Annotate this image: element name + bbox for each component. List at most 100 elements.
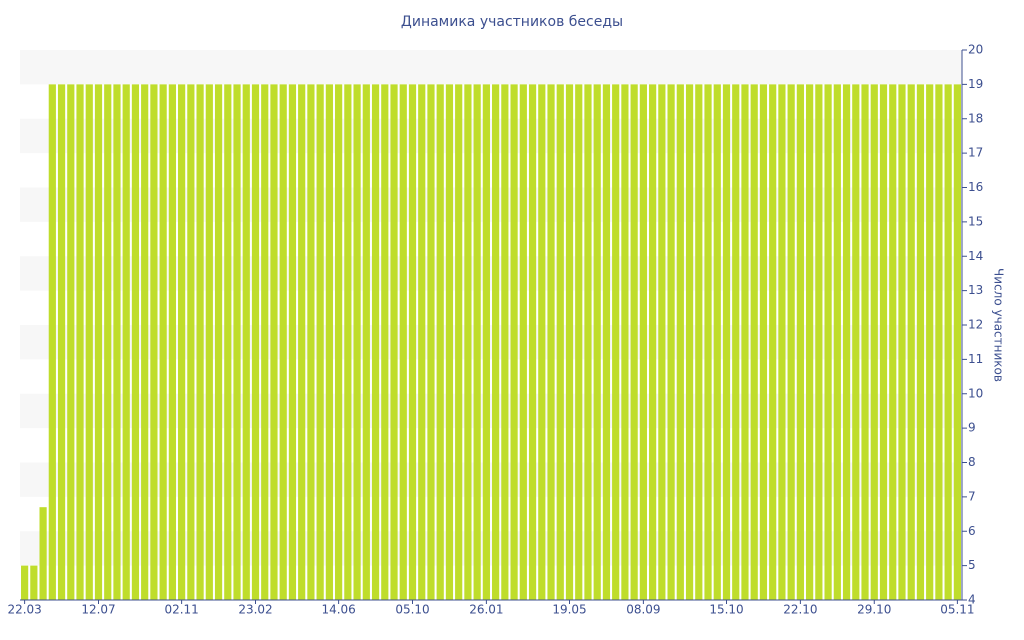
y-tick-label: 6: [968, 524, 976, 538]
bar: [612, 84, 620, 600]
bar: [122, 84, 130, 600]
bar: [261, 84, 269, 600]
x-tick-label: 02.11: [164, 603, 198, 617]
bar: [344, 84, 352, 600]
bar: [870, 84, 878, 600]
bar: [787, 84, 795, 600]
x-tick-label: 22.03: [7, 603, 41, 617]
x-tick-label: 19.05: [552, 603, 586, 617]
bar: [30, 565, 38, 600]
bar: [224, 84, 232, 600]
bar: [741, 84, 749, 600]
bar: [362, 84, 370, 600]
y-tick-label: 16: [968, 180, 983, 194]
bar: [196, 84, 204, 600]
bar: [21, 565, 29, 600]
bar: [445, 84, 454, 600]
bar: [889, 84, 897, 600]
bar: [759, 84, 768, 600]
bar: [335, 84, 343, 600]
x-tick-label: 05.10: [395, 603, 429, 617]
bar: [242, 84, 250, 600]
bar: [381, 84, 389, 600]
bar: [750, 84, 758, 600]
bar: [944, 84, 952, 600]
y-tick-label: 10: [968, 386, 983, 400]
bar: [501, 84, 509, 600]
bar: [104, 84, 112, 600]
chart-title: Динамика участников беседы: [401, 14, 623, 30]
bar: [482, 84, 490, 600]
bar: [953, 84, 961, 600]
bar: [427, 84, 435, 600]
bar: [695, 84, 703, 600]
y-tick-label: 4: [968, 593, 976, 607]
bar: [639, 84, 647, 600]
x-tick-label: 29.10: [857, 603, 891, 617]
bar: [630, 84, 638, 600]
x-tick-label: 08.09: [626, 603, 660, 617]
y-tick-label: 19: [968, 77, 983, 91]
bar: [325, 84, 333, 600]
bar: [48, 84, 56, 600]
bar: [178, 84, 186, 600]
bar: [168, 84, 176, 600]
y-tick-label: 15: [968, 214, 983, 228]
bar: [464, 84, 472, 600]
grid-band: [20, 325, 962, 360]
bar: [408, 84, 417, 600]
bar: [833, 84, 841, 600]
bar: [85, 84, 93, 600]
bar: [676, 84, 684, 600]
bar: [704, 84, 712, 600]
bar: [806, 84, 814, 600]
bar: [113, 84, 121, 600]
x-tick-label: 22.10: [783, 603, 817, 617]
x-tick-label: 05.11: [940, 603, 974, 617]
y-tick-label: 9: [968, 421, 976, 435]
grid-band: [20, 187, 962, 222]
grid-band: [20, 393, 962, 429]
x-tick-label: 12.07: [81, 603, 115, 617]
x-tick-label: 26.01: [469, 603, 503, 617]
bar: [76, 84, 84, 600]
bar: [769, 84, 777, 600]
bar: [528, 84, 537, 600]
bar: [214, 84, 223, 600]
y-tick-label: 13: [968, 283, 983, 297]
bar: [67, 84, 75, 600]
bar: [270, 84, 278, 600]
y-tick-label: 5: [968, 558, 976, 572]
bar: [455, 84, 463, 600]
bar: [852, 84, 860, 600]
bar: [842, 84, 851, 600]
bar: [94, 84, 103, 600]
bar: [510, 84, 518, 600]
bar: [233, 84, 241, 600]
bar: [778, 84, 786, 600]
y-tick-label: 12: [968, 318, 983, 332]
y-tick-label: 11: [968, 352, 983, 366]
bar: [649, 84, 657, 600]
bar: [907, 84, 915, 600]
bar: [150, 84, 158, 600]
bar: [824, 84, 832, 600]
grid-band: [20, 462, 962, 497]
bar: [861, 84, 869, 600]
y-tick-label: 14: [968, 249, 983, 263]
y-tick-label: 8: [968, 455, 976, 469]
bar: [796, 84, 804, 600]
bar: [436, 84, 444, 600]
y-tick-label: 20: [968, 43, 983, 57]
bar: [593, 84, 601, 600]
y-tick-label: 7: [968, 489, 976, 503]
bar: [916, 84, 925, 600]
bar: [621, 84, 629, 600]
bar: [371, 84, 380, 600]
bar: [141, 84, 149, 600]
bar: [353, 84, 361, 600]
grid-band: [20, 256, 962, 291]
grid-band: [20, 531, 962, 566]
bar: [251, 84, 260, 600]
